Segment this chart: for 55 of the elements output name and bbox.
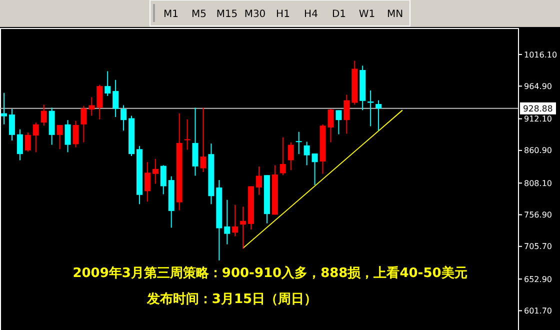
candlestick	[336, 110, 342, 135]
text: D1	[332, 9, 346, 20]
candlestick	[96, 84, 103, 120]
candlestick	[16, 128, 23, 161]
candlestick	[64, 120, 71, 153]
candlestick	[144, 162, 150, 202]
candlestick	[40, 104, 47, 126]
candlestick	[1, 92, 7, 125]
candlestick	[104, 70, 111, 96]
ref-line-label: 928.88	[523, 104, 553, 114]
candlestick	[304, 141, 310, 166]
candlestick	[232, 204, 238, 237]
y-tick-label: 964.90	[524, 82, 552, 91]
y-tick-label: 652.90	[524, 274, 552, 284]
candlestick	[56, 124, 63, 150]
text: H4	[304, 9, 318, 20]
candlestick	[224, 199, 230, 245]
candlestick	[120, 104, 127, 132]
candlestick	[256, 166, 262, 196]
candlestick	[280, 136, 286, 176]
candlestick	[80, 105, 87, 143]
candlestick	[344, 94, 350, 134]
candlestick	[200, 107, 206, 173]
candlestick	[288, 142, 294, 171]
text: W1	[358, 9, 376, 20]
candlestick	[72, 120, 79, 148]
candlestick	[8, 108, 15, 141]
candlestick	[240, 206, 246, 250]
y-tick-label: 860.90	[524, 146, 552, 156]
y-tick-label: 808.10	[524, 178, 552, 188]
candlestick	[152, 158, 158, 184]
candlestick	[112, 79, 119, 118]
text: 发布时间：3月15日（周日）	[146, 292, 318, 307]
y-tick-label: 912.10	[524, 114, 552, 124]
text: M5	[192, 9, 206, 20]
candlestick	[160, 164, 166, 195]
text: M30	[244, 9, 266, 20]
candlestick	[184, 118, 190, 150]
candlestick	[368, 90, 374, 127]
text: 2009年3月第三周策略：900-910入多，888损，上看40-50美元	[72, 265, 468, 281]
candlestick	[24, 132, 31, 152]
y-tick-label: 705.70	[524, 242, 552, 252]
text: M15	[216, 9, 238, 20]
candlestick	[32, 122, 39, 153]
candlestick	[312, 152, 318, 186]
text: MN	[386, 9, 404, 20]
candlestick	[376, 100, 382, 132]
text: H1	[276, 9, 290, 20]
text: M1	[164, 9, 178, 20]
candlestick	[88, 96, 95, 116]
y-tick-label: 756.90	[524, 210, 552, 220]
y-tick-label: 1016.10	[524, 50, 558, 60]
y-tick-label: 601.70	[524, 306, 552, 316]
candlestick	[192, 107, 198, 176]
candlestick	[296, 131, 302, 155]
